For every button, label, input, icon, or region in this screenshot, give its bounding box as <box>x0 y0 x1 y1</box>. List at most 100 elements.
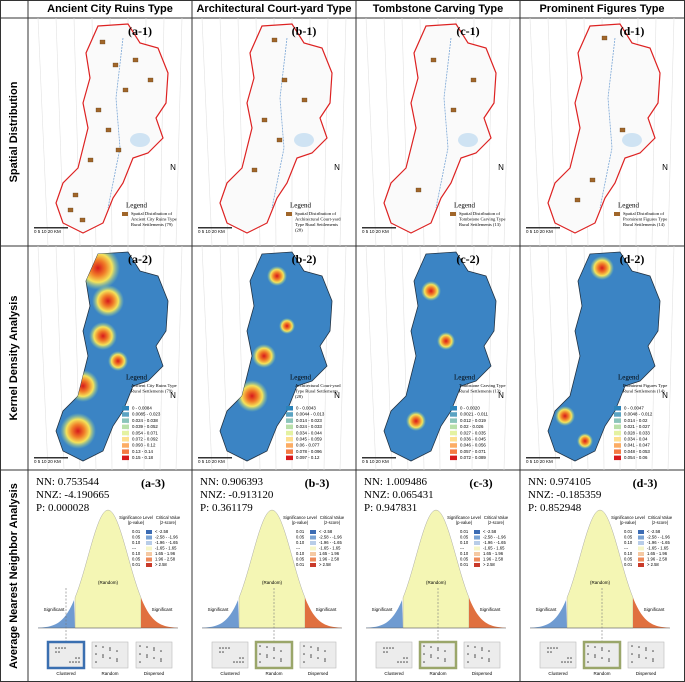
z-value: -2.58 - -1.96 <box>319 535 342 540</box>
admin-line <box>175 245 183 471</box>
z-value: 1.65 - 1.96 <box>319 551 340 556</box>
point <box>228 647 230 649</box>
stat: NN: 1.009486 <box>364 476 427 488</box>
settlement-patch <box>430 57 437 63</box>
legend-head: Critical Value <box>648 515 673 520</box>
legend-title: Legend <box>290 374 311 382</box>
z-value: < -2.58 <box>319 529 333 534</box>
scale-bar: 0 5 10 20 KM <box>198 459 225 464</box>
point <box>564 661 566 663</box>
point <box>437 649 439 651</box>
scale-bar-line <box>34 457 68 459</box>
class-label: 0.0021 - 0.011 <box>460 412 489 417</box>
point <box>652 660 654 662</box>
stat-value: 0.852948 <box>540 502 582 514</box>
point <box>474 646 476 648</box>
p-value: 0.05 <box>296 557 305 562</box>
point <box>102 654 104 656</box>
panel-label: (b-1) <box>292 24 317 38</box>
admin-line <box>487 17 493 247</box>
admin-line <box>667 17 675 247</box>
p-value: 0.05 <box>624 535 633 540</box>
p-value: 0.10 <box>460 551 469 556</box>
legend-swatch <box>122 212 128 216</box>
point <box>553 647 555 649</box>
scale-bar: 0 5 10 20 KM <box>34 459 61 464</box>
settlement-patch <box>276 137 283 143</box>
legend-text: Type Rural Settlements <box>295 222 338 227</box>
legend-text: Type Rural Settlements <box>295 389 338 394</box>
point <box>594 646 596 648</box>
admin-line <box>365 17 377 247</box>
north-arrow: N <box>662 391 668 400</box>
settlement-patch <box>147 77 154 83</box>
point <box>444 650 446 652</box>
pattern-label: Random <box>101 671 118 676</box>
p-value: --- <box>460 546 465 551</box>
pattern-box <box>627 641 665 669</box>
legend-title: Legend <box>126 374 147 382</box>
z-swatch <box>474 541 480 545</box>
point <box>430 654 432 656</box>
stat: NNZ: 0.065431 <box>364 489 434 501</box>
class-swatch <box>614 449 621 454</box>
admin-line <box>201 17 213 247</box>
admin-line <box>159 245 165 471</box>
legend-title: Legend <box>454 202 475 210</box>
z-swatch <box>474 546 480 551</box>
point <box>236 661 238 663</box>
settlement-patch <box>67 207 74 213</box>
point <box>406 657 408 659</box>
curve-center <box>402 509 470 629</box>
legend-text: Rural Settlements (79) <box>131 222 173 227</box>
scale-bar: 0 5 10 20 KM <box>526 459 553 464</box>
north-arrow: N <box>498 391 504 400</box>
scale-bar-line <box>526 227 560 229</box>
point <box>567 661 569 663</box>
stat: NN: 0.974105 <box>528 476 591 488</box>
point <box>280 658 282 660</box>
north-arrow: N <box>170 391 176 400</box>
point <box>406 661 408 663</box>
legend-swatch <box>286 212 292 216</box>
stat: P: 0.852948 <box>528 502 582 514</box>
legend-text: Tombstone Carving Type <box>459 383 505 388</box>
settlement-patch <box>574 197 581 203</box>
point <box>116 650 118 652</box>
point <box>222 651 224 653</box>
point <box>116 660 118 662</box>
legend-head: Significance Level <box>119 515 153 520</box>
class-swatch <box>122 430 129 436</box>
point <box>317 649 319 651</box>
scale-bar: 0 5 10 20 KM <box>362 459 389 464</box>
p-value: 0.10 <box>296 551 305 556</box>
curve-label: Significant <box>536 607 558 612</box>
point <box>116 658 118 660</box>
hotspot <box>577 433 593 449</box>
admin-line <box>159 17 165 247</box>
point <box>403 657 405 659</box>
point <box>645 647 647 649</box>
z-value: 1.96 - 2.58 <box>647 557 668 562</box>
z-swatch <box>146 541 152 545</box>
p-value: 0.10 <box>624 551 633 556</box>
point <box>324 660 326 662</box>
p-value: 0.05 <box>132 535 141 540</box>
point <box>219 647 221 649</box>
pattern-box <box>135 641 173 669</box>
class-label: 0.057 - 0.071 <box>460 449 486 454</box>
panel-label: (c-3) <box>469 476 492 490</box>
point <box>219 651 221 653</box>
point <box>109 649 111 651</box>
z-swatch <box>638 563 644 567</box>
admin-line <box>667 245 675 471</box>
point <box>78 661 80 663</box>
stat-value: 0.000028 <box>48 502 90 514</box>
legend-text: Spatial Distribution of <box>623 211 665 216</box>
class-label: 0.024 - 0.033 <box>296 424 322 429</box>
point <box>239 657 241 659</box>
point <box>601 649 603 651</box>
point <box>317 657 319 659</box>
settlement-patch <box>122 87 129 93</box>
settlement-patch <box>115 147 122 153</box>
